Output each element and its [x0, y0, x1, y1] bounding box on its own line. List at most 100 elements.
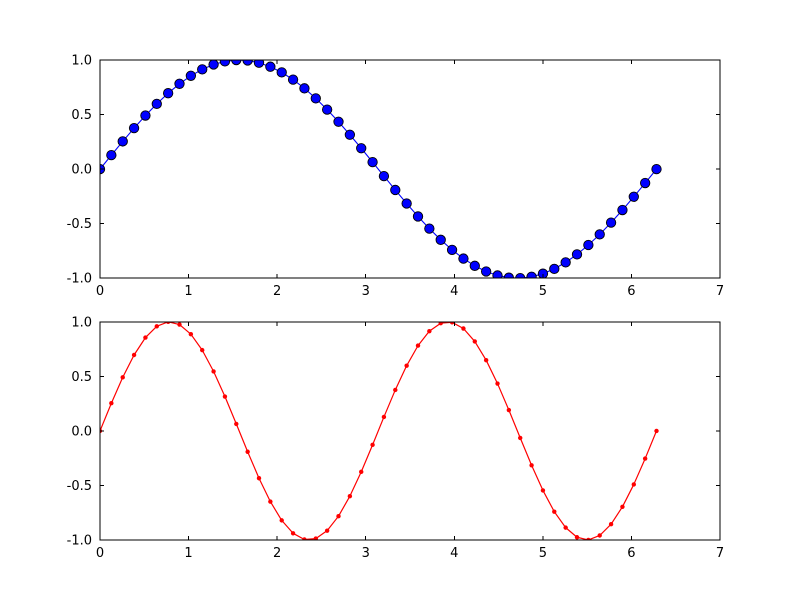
data-marker [367, 156, 378, 168]
data-marker [446, 244, 458, 256]
data-marker [540, 488, 546, 493]
data-marker [359, 469, 364, 475]
x-tick-label: 0 [96, 546, 104, 561]
data-marker [310, 93, 321, 104]
data-marker [143, 335, 148, 340]
y-tick-label: 0.0 [71, 163, 92, 178]
data-marker [131, 352, 137, 358]
data-marker [265, 61, 276, 72]
data-marker [586, 537, 591, 540]
data-marker [597, 533, 602, 538]
data-marker [245, 449, 250, 454]
data-marker [518, 435, 523, 441]
data-marker [529, 463, 534, 468]
data-marker [333, 116, 344, 127]
x-tick-label: 4 [450, 546, 458, 561]
data-marker [390, 184, 401, 196]
data-marker [290, 531, 296, 536]
data-marker [120, 375, 125, 380]
data-marker [628, 191, 639, 202]
data-marker [381, 414, 387, 420]
data-marker [162, 88, 174, 99]
data-marker [197, 64, 208, 75]
x-tick-label: 4 [450, 284, 458, 299]
data-marker [222, 394, 228, 399]
data-marker [438, 321, 443, 326]
x-tick-label: 1 [184, 546, 192, 561]
data-marker [268, 499, 273, 504]
data-marker [151, 98, 162, 110]
data-marker [211, 369, 216, 374]
data-marker [461, 326, 466, 331]
data-marker [549, 263, 560, 275]
data-marker [620, 504, 625, 510]
data-marker [506, 407, 512, 413]
data-marker [608, 521, 614, 527]
data-marker [415, 343, 421, 348]
data-marker [188, 331, 194, 337]
data-marker [154, 324, 159, 329]
data-marker [424, 223, 435, 234]
data-marker [393, 387, 398, 393]
data-marker [256, 476, 262, 481]
data-marker [313, 536, 318, 540]
data-marker [347, 493, 353, 499]
data-marker [552, 509, 557, 514]
data-marker [370, 442, 375, 448]
y-tick-label: -0.5 [67, 217, 92, 232]
y-tick-label: 0.5 [71, 370, 92, 385]
data-marker [378, 170, 390, 182]
data-marker [526, 271, 537, 279]
axes-frame [99, 59, 721, 279]
data-marker [109, 401, 114, 406]
data-marker [617, 204, 628, 216]
data-marker [299, 83, 310, 94]
data-marker [219, 60, 231, 67]
x-tick-label: 3 [362, 546, 370, 561]
x-tick-label: 2 [273, 284, 281, 299]
data-marker [287, 74, 299, 85]
y-tick-label: -1.0 [67, 534, 92, 549]
data-marker [117, 136, 128, 147]
x-tick-label: 3 [362, 284, 370, 299]
data-marker [537, 268, 549, 279]
data-marker [642, 456, 648, 461]
data-marker [336, 513, 341, 519]
data-marker [640, 177, 651, 189]
data-marker [571, 249, 583, 260]
axes-frame [99, 321, 721, 541]
y-tick-label: 1.0 [71, 315, 92, 330]
series-line-top [100, 60, 657, 279]
data-marker [128, 122, 140, 134]
data-marker [492, 270, 503, 279]
data-marker [208, 60, 219, 70]
data-marker [458, 253, 469, 264]
y-tick-label: -0.5 [67, 479, 92, 494]
series-line-bottom [100, 321, 658, 540]
x-tick-label: 2 [273, 546, 281, 561]
data-marker [427, 328, 432, 334]
subplot-bottom: 0 1 2 3 4 5 6 7 1.0 0.5 0.0 -0.5 -1.0 [67, 315, 725, 561]
data-marker [185, 70, 197, 81]
data-marker [495, 381, 500, 386]
data-marker [344, 129, 356, 140]
data-marker [631, 482, 636, 487]
data-marker [165, 321, 171, 325]
x-tick-label: 5 [539, 546, 547, 561]
data-marker [563, 525, 568, 530]
data-marker [302, 537, 307, 540]
plot-area-bottom [100, 321, 659, 540]
data-marker [200, 347, 205, 353]
data-marker [594, 229, 605, 240]
data-marker [401, 198, 412, 209]
data-marker [324, 528, 330, 533]
y-tick-label: 0.5 [71, 108, 92, 123]
data-marker [140, 110, 151, 121]
data-marker [106, 149, 117, 161]
plot-area-top [100, 60, 662, 279]
x-tick-label: 7 [716, 284, 724, 299]
data-marker [560, 257, 571, 268]
data-marker [483, 357, 489, 363]
